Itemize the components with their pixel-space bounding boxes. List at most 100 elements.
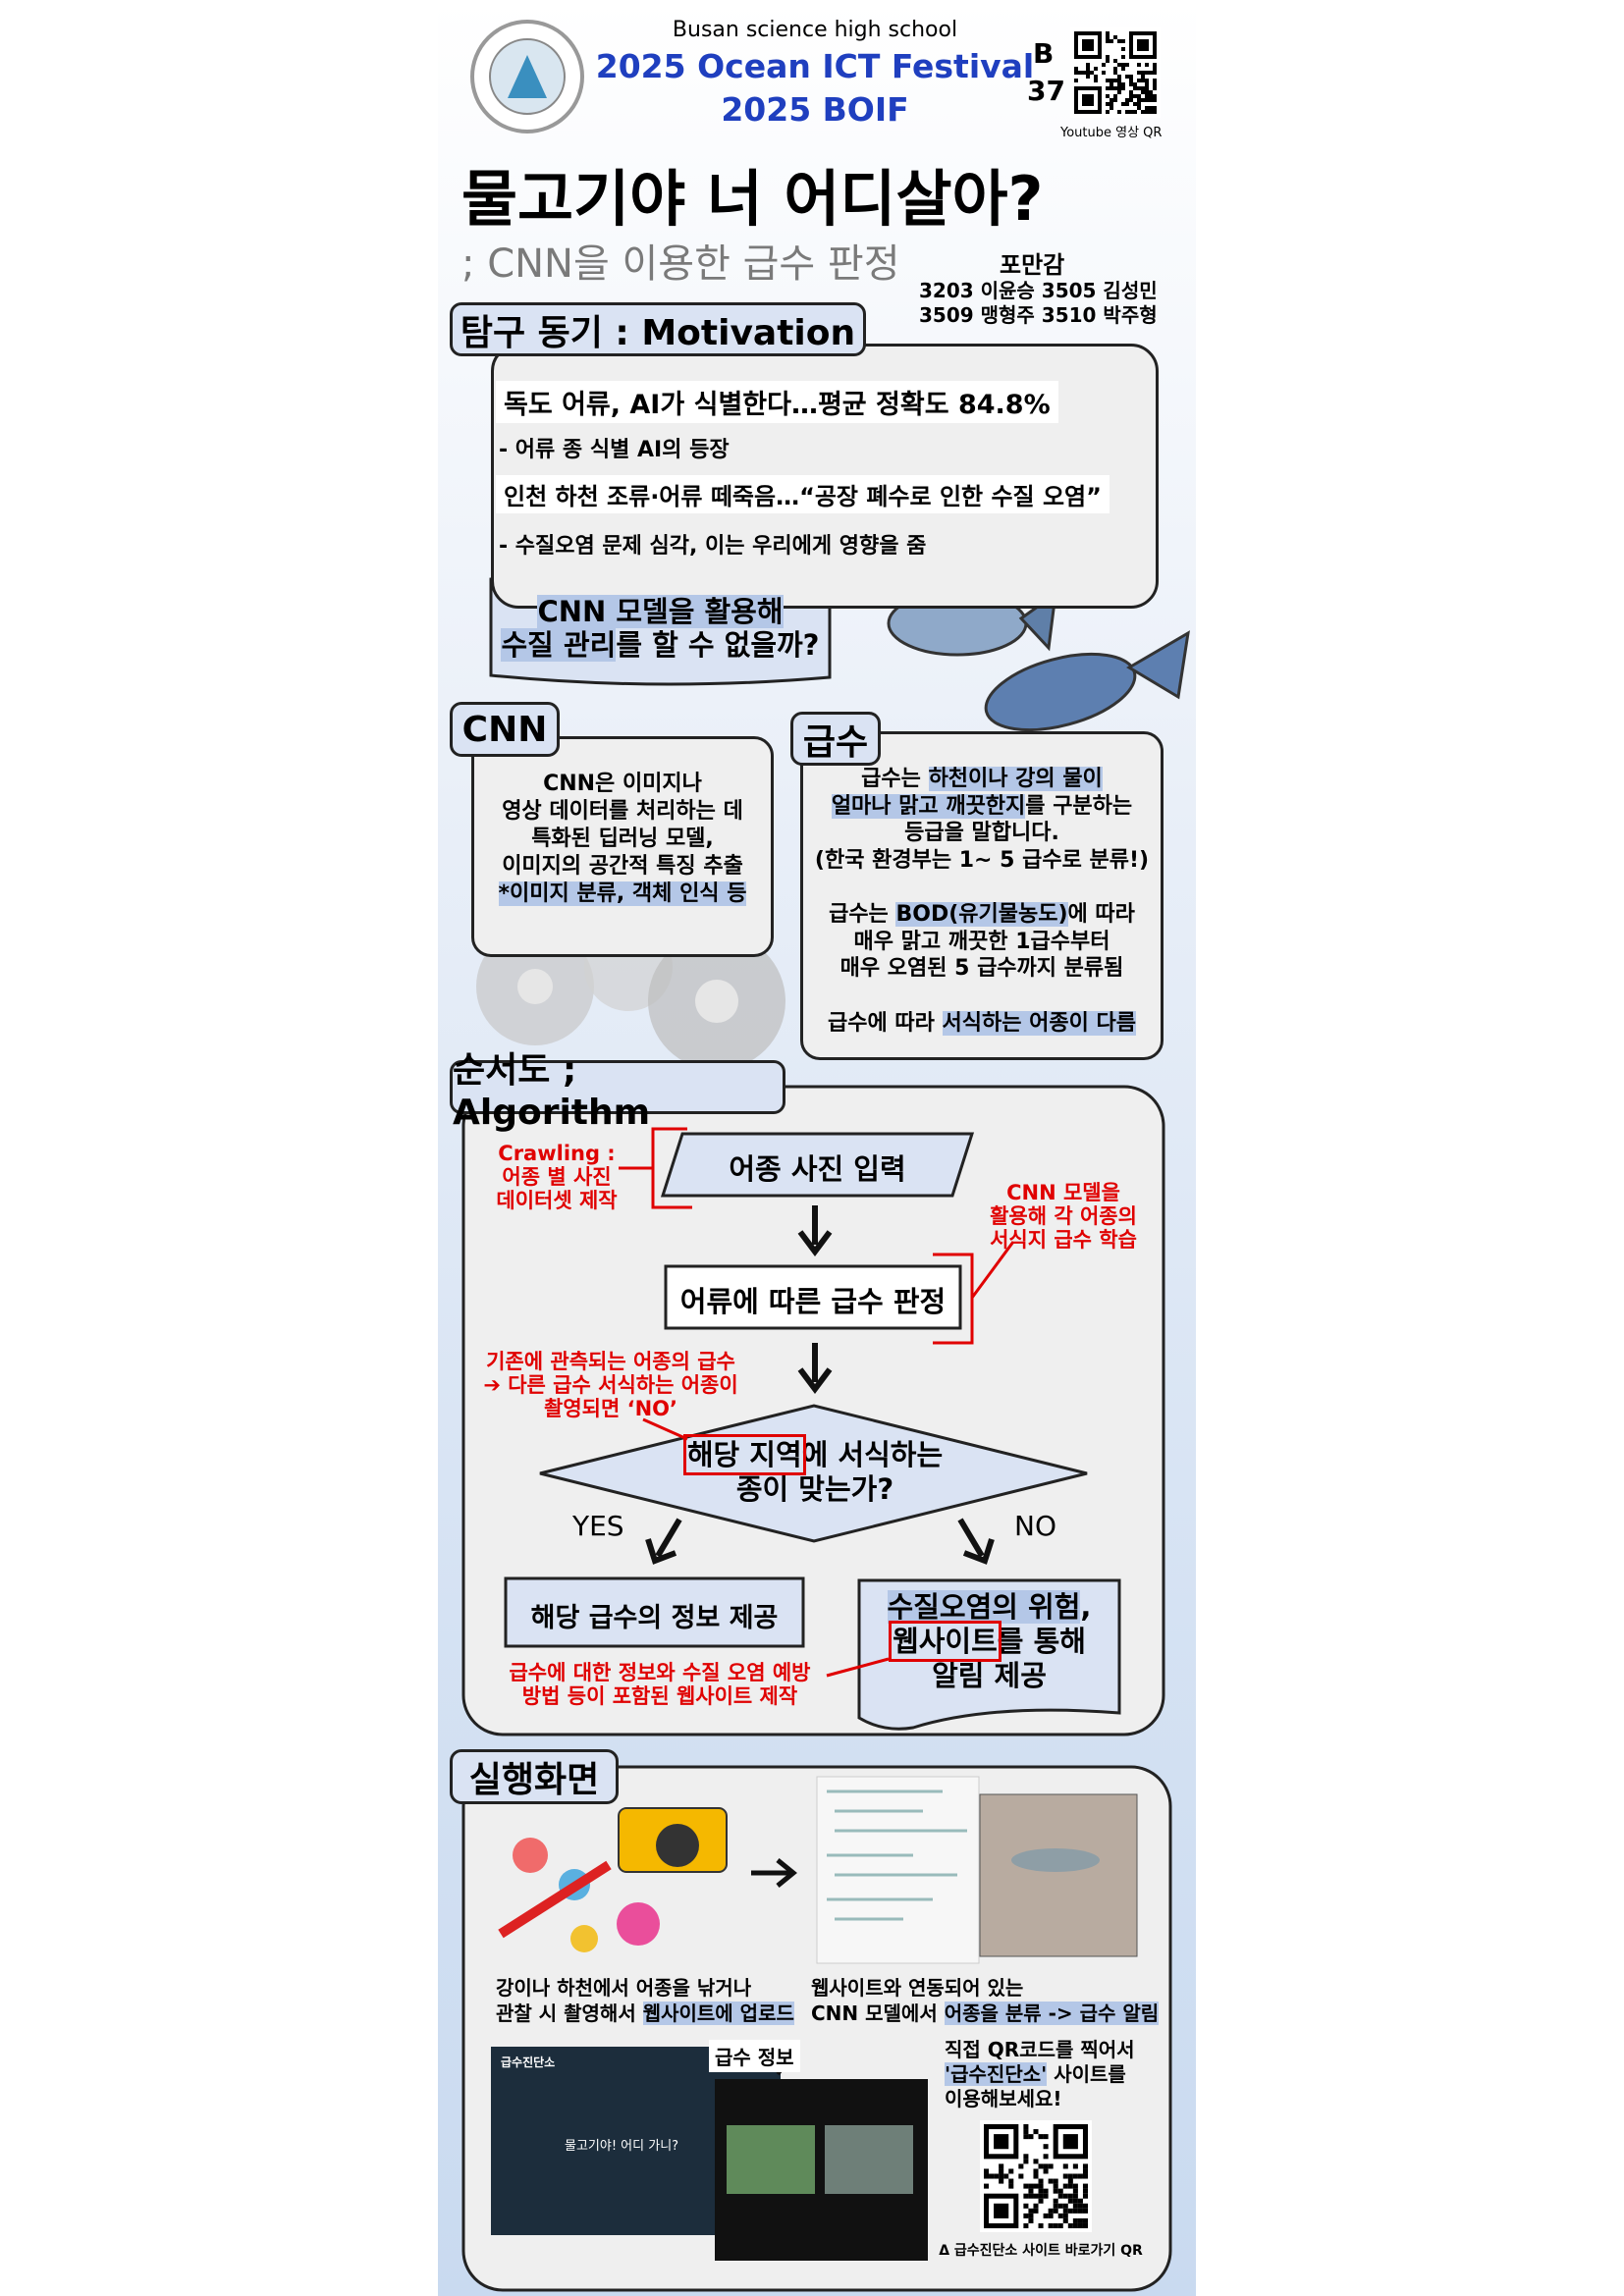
qr-module	[1145, 94, 1149, 98]
qr-module	[1145, 82, 1149, 86]
qr-module	[1113, 67, 1117, 71]
qr-module	[1153, 86, 1157, 90]
qr-module	[1133, 86, 1137, 90]
qr-module	[1137, 63, 1141, 67]
qr-module	[1023, 2183, 1029, 2189]
qr-module	[1121, 82, 1125, 86]
qr-module	[1053, 2183, 1058, 2189]
qr-module	[1149, 71, 1153, 75]
annotation: CNN 모델을 활용해 각 어종의 서식지 급수 학습	[975, 1181, 1152, 1252]
text-line: 영상 데이터를 처리하는 데	[502, 799, 743, 824]
highlight: 수질 관리	[501, 628, 617, 662]
qr-module	[1062, 2183, 1068, 2189]
text: 사이트를	[1047, 2062, 1126, 2086]
text: CNN 모델에서	[811, 2002, 945, 2025]
qr-module	[1102, 71, 1106, 75]
qr-module	[1110, 106, 1113, 110]
qr-module	[1137, 79, 1141, 82]
text: 에 따라	[1067, 902, 1135, 927]
qr-module	[1023, 2124, 1029, 2130]
qr-module	[1137, 102, 1141, 106]
qr-module	[1077, 2222, 1083, 2228]
section-heading: 급수	[790, 712, 881, 766]
qr-module	[1117, 110, 1121, 114]
qr-module	[1110, 86, 1113, 90]
text-line: '급수진단소' 사이트를	[945, 2062, 1135, 2087]
highlight: '급수진단소'	[945, 2062, 1048, 2086]
qr-module	[1057, 2188, 1063, 2194]
qr-module	[1110, 98, 1113, 102]
qr-module	[1153, 98, 1157, 102]
text-line: 웹사이트와 연동되어 있는	[811, 1976, 1024, 2000]
qr-module	[1145, 98, 1149, 102]
qr-module	[1137, 86, 1141, 90]
qr-module	[984, 2168, 990, 2174]
text: 를 구분하는	[1025, 793, 1133, 819]
qr-module	[1028, 2208, 1034, 2214]
yes-label: YES	[572, 1510, 624, 1542]
qr-module	[1106, 55, 1110, 59]
qr-module	[1023, 2129, 1029, 2135]
qr-module	[1125, 75, 1129, 79]
paragraph: 수질오염의 위험, 웹사이트를 통해 알림 제공	[859, 1590, 1119, 1693]
qr-module	[1028, 2183, 1034, 2189]
qr-module	[1133, 82, 1137, 86]
qr-module	[1145, 79, 1149, 82]
caption: 강이나 하천에서 어종을 낚거나 관찰 시 촬영해서 웹사이트에 업로드	[496, 1975, 794, 2026]
qr-module	[1082, 71, 1086, 75]
qr-module	[1074, 71, 1078, 75]
qr-module	[1067, 2222, 1073, 2228]
qr-module	[1043, 2213, 1049, 2218]
text: 급수는	[829, 902, 896, 927]
qr-module	[1153, 106, 1157, 110]
qr-module	[1106, 59, 1110, 63]
qr-module	[1072, 2193, 1078, 2199]
qr-module	[1067, 2173, 1073, 2179]
title: 물고기야 너 어디살아?	[461, 163, 1044, 235]
paragraph: 급수는 하천이나 강의 물이 얼마나 맑고 깨끗한지를 구분하는 등급을 말합니다.…	[800, 766, 1164, 874]
paragraph: CNN은 이미지나 영상 데이터를 처리하는 데 특화된 딥러닝 모델, 이미지의 공…	[471, 771, 774, 908]
qr-module	[1077, 2217, 1083, 2223]
qr-module	[1023, 2193, 1029, 2199]
qr-module	[1106, 35, 1110, 39]
text-line: 데이터셋 제작	[496, 1189, 618, 1212]
qr-module	[1067, 2208, 1073, 2214]
qr-module	[1086, 67, 1090, 71]
qr-module	[1077, 2198, 1083, 2204]
text-line: CNN 모델에서 어종을 분류 -> 급수 알림	[811, 2001, 1160, 2026]
text-line: 특화된 딥러닝 모델,	[531, 827, 714, 851]
qr-module	[994, 2173, 1000, 2179]
qr-module	[1094, 75, 1098, 79]
qr-module	[1008, 2183, 1014, 2189]
qr-module	[1067, 2193, 1073, 2199]
qr-module	[1028, 2188, 1034, 2194]
highlight: BOD(유기물농도)	[895, 902, 1068, 927]
text-line: 급수에 따라 서식하는 어종이 다름	[800, 1010, 1164, 1038]
festival: 2025 Ocean ICT Festival	[595, 47, 1035, 85]
section-heading: CNN	[450, 702, 560, 757]
qr-module	[1057, 2222, 1063, 2228]
qr-module	[1082, 94, 1094, 106]
qr-module	[1110, 102, 1113, 106]
qr-module	[1121, 67, 1125, 71]
qr-caption: Δ 급수진단소 사이트 바로가기 QR	[939, 2243, 1143, 2259]
qr-module	[1062, 2134, 1078, 2150]
qr-module	[1145, 63, 1149, 67]
qr-caption: Youtube 영상 QR	[1060, 126, 1163, 140]
qr-module	[1149, 110, 1153, 114]
qr-module	[1153, 79, 1157, 82]
qr-module	[1153, 63, 1157, 67]
qr-module	[1121, 47, 1125, 51]
qr-module	[1153, 82, 1157, 86]
qr-module	[1082, 2193, 1088, 2199]
qr-module	[1043, 2163, 1049, 2169]
qr-module	[1077, 2203, 1083, 2209]
qr-module	[1038, 2134, 1044, 2140]
highlight: 얼마나 맑고 깨끗한지	[831, 793, 1026, 819]
qr-module	[1072, 2217, 1078, 2223]
text-line: CNN 모델을 활용해	[491, 595, 830, 628]
text: 에 서식하는	[801, 1438, 944, 1471]
qr-module	[1153, 110, 1157, 114]
qr-module	[1113, 86, 1117, 90]
qr-module	[1008, 2178, 1014, 2184]
